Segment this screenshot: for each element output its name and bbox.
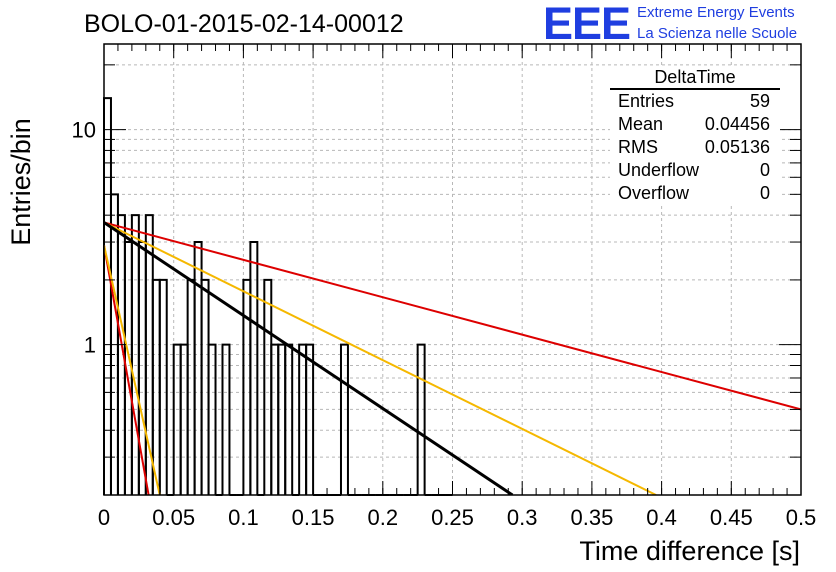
histogram-bin bbox=[305, 343, 315, 495]
stats-value: 0.04456 bbox=[704, 114, 770, 134]
x-tick-label: 0.15 bbox=[292, 505, 335, 530]
x-tick-label: 0.45 bbox=[710, 505, 753, 530]
stats-label: Entries bbox=[618, 91, 675, 111]
stats-row-rms: RMS 0.05136 bbox=[610, 136, 780, 159]
stats-row-underflow: Underflow 0 bbox=[610, 159, 780, 182]
fit-line bbox=[104, 221, 801, 411]
fit-line bbox=[104, 245, 150, 495]
stats-value: 59 bbox=[749, 91, 770, 111]
x-tick-label: 0 bbox=[98, 505, 110, 530]
x-tick-label: 0.1 bbox=[228, 505, 259, 530]
y-tick-label: 1 bbox=[84, 333, 96, 358]
logo-line-1: Extreme Energy Events bbox=[637, 4, 795, 21]
stats-row-mean: Mean 0.04456 bbox=[610, 113, 780, 136]
stats-label: Underflow bbox=[618, 160, 700, 180]
fit-line bbox=[104, 221, 514, 495]
x-tick-label: 0.25 bbox=[431, 505, 474, 530]
logo-line-2: La Scienza nelle Scuole bbox=[637, 25, 798, 42]
tick-labels: 0 0.05 0.1 0.15 0.2 0.25 0.3 0.35 0.4 0.45 0.5 1 10 bbox=[72, 118, 817, 530]
histogram-bin bbox=[221, 343, 231, 495]
x-tick-label: 0.35 bbox=[570, 505, 613, 530]
stats-title: DeltaTime bbox=[610, 66, 780, 90]
histogram-bin bbox=[416, 343, 426, 495]
grid bbox=[104, 44, 801, 496]
fit-line bbox=[104, 244, 161, 495]
stats-value: 0 bbox=[759, 183, 770, 203]
stats-box: DeltaTime Entries 59 Mean 0.04456 RMS 0.051… bbox=[610, 66, 780, 205]
run-title: BOLO-01-2015-02-14-00012 bbox=[84, 10, 404, 38]
histogram-bin bbox=[207, 343, 217, 495]
axis-ticks bbox=[103, 44, 802, 496]
histogram-bin bbox=[158, 278, 168, 495]
fit-line bbox=[104, 221, 657, 495]
stats-row-overflow: Overflow 0 bbox=[610, 182, 780, 205]
x-tick-label: 0.05 bbox=[152, 505, 195, 530]
stats-value: 0 bbox=[759, 160, 770, 180]
stats-label: Mean bbox=[618, 114, 664, 134]
stats-label: RMS bbox=[618, 137, 658, 157]
x-tick-label: 0.4 bbox=[646, 505, 677, 530]
plot-frame bbox=[103, 43, 802, 496]
x-tick-label: 0.3 bbox=[507, 505, 538, 530]
fit-lines bbox=[104, 221, 801, 495]
stats-value: 0.05136 bbox=[704, 137, 770, 157]
x-tick-label: 0.5 bbox=[786, 505, 817, 530]
x-axis-label: Time difference [s] bbox=[579, 536, 800, 566]
y-tick-label: 10 bbox=[72, 118, 96, 143]
histogram-bin bbox=[249, 241, 259, 495]
x-tick-label: 0.2 bbox=[368, 505, 399, 530]
y-axis-label: Entries/bin bbox=[6, 118, 36, 246]
histogram-bin bbox=[339, 343, 349, 495]
stats-label: Overflow bbox=[618, 183, 690, 203]
eee-logo-mark: EEE bbox=[543, 0, 631, 49]
stats-row-entries: Entries 59 bbox=[610, 90, 780, 113]
